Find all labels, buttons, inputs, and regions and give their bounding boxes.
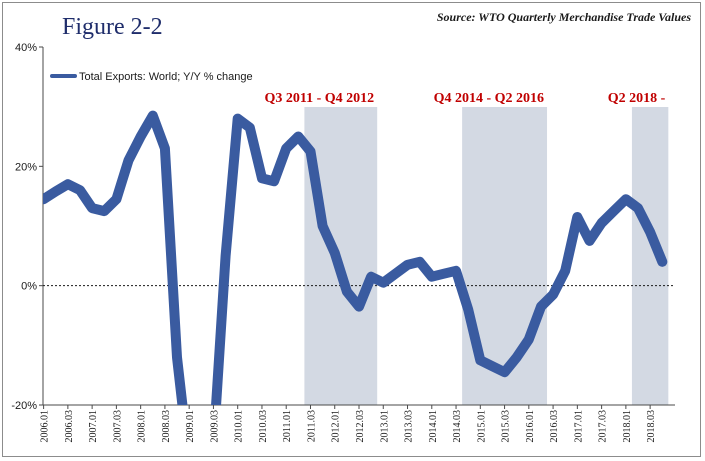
x-tick-label: 2018.03 <box>646 410 657 443</box>
x-tick-label: 2011.01 <box>282 410 293 442</box>
x-tick-label: 2011.03 <box>306 410 317 442</box>
x-tick-label: 2016.01 <box>525 410 536 443</box>
x-tick-label: 2008.01 <box>137 410 148 443</box>
x-tick-label: 2007.01 <box>88 410 99 443</box>
x-tick-label: 2010.03 <box>258 410 269 443</box>
band-label-1: Q3 2011 - Q4 2012 <box>265 91 375 106</box>
band-label-3: Q2 2018 - <box>608 91 666 106</box>
x-tick-label: 2006.03 <box>64 410 75 443</box>
x-tick-label: 2014.01 <box>428 410 439 443</box>
x-tick-label: 2017.01 <box>573 410 584 443</box>
y-tick-label: 20% <box>15 161 37 173</box>
x-tick-label: 2010.01 <box>234 410 245 443</box>
x-tick-label: 2017.03 <box>598 410 609 443</box>
y-tick-label: -20% <box>11 400 37 412</box>
shaded-band-2 <box>462 107 548 405</box>
source-note: Source: WTO Quarterly Merchandise Trade … <box>436 10 691 24</box>
x-tick-label: 2008.03 <box>161 410 172 443</box>
y-tick-label: 0% <box>21 281 37 293</box>
x-tick-label: 2016.03 <box>549 410 560 443</box>
x-tick-label: 2009.03 <box>209 410 220 443</box>
x-tick-label: 2007.03 <box>112 410 123 443</box>
x-tick-label: 2009.01 <box>185 410 196 443</box>
x-tick-label: 2018.01 <box>622 410 633 443</box>
x-tick-label: 2012.03 <box>355 410 366 443</box>
x-tick-label: 2015.01 <box>476 410 487 443</box>
series-line-1 <box>43 110 668 405</box>
legend: Total Exports: World; Y/Y % change <box>50 71 253 83</box>
y-tick-label: 40% <box>15 42 37 54</box>
band-label-2: Q4 2014 - Q2 2016 <box>434 91 544 106</box>
x-tick-label: 2013.03 <box>404 410 415 443</box>
x-tick-label: 2012.01 <box>331 410 342 443</box>
x-tick-label: 2006.01 <box>40 410 51 443</box>
x-tick-label: 2014.03 <box>452 410 463 443</box>
x-tick-label: 2015.03 <box>501 410 512 443</box>
x-tick-label: 2013.01 <box>379 410 390 443</box>
figure-title: Figure 2-2 <box>62 14 163 40</box>
legend-label: Total Exports: World; Y/Y % change <box>79 71 253 83</box>
